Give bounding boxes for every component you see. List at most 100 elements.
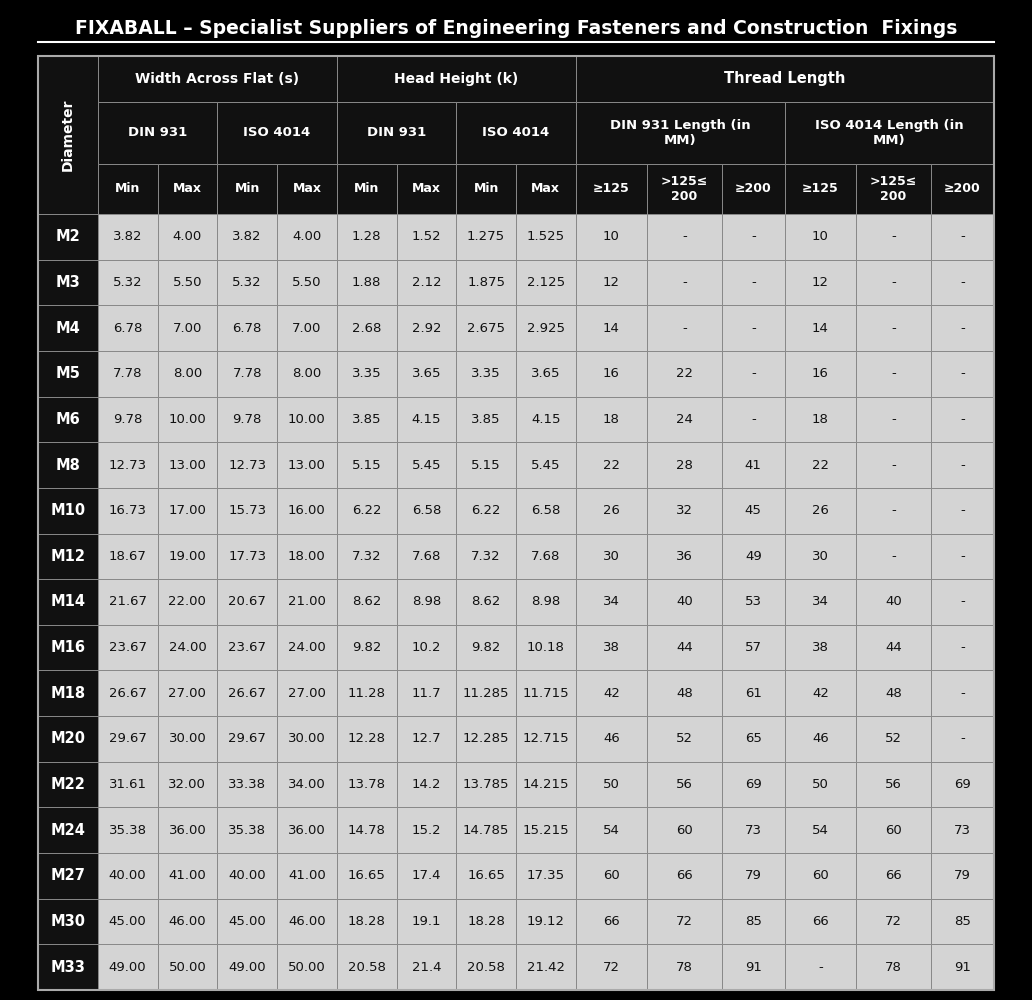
Bar (931, 214, 994, 260)
Text: 24: 24 (676, 413, 692, 426)
Bar (456, 442, 516, 488)
Bar (857, 260, 931, 305)
Bar (647, 260, 721, 305)
Text: 3.35: 3.35 (352, 367, 382, 380)
Bar (396, 534, 456, 579)
Text: 72: 72 (603, 961, 620, 974)
Bar (218, 716, 277, 762)
Text: 40.00: 40.00 (108, 869, 147, 882)
Text: 60: 60 (603, 869, 620, 882)
Text: Max: Max (531, 182, 560, 196)
Text: 10.2: 10.2 (412, 641, 441, 654)
Text: 18.28: 18.28 (467, 915, 505, 928)
Bar (98, 579, 158, 625)
Text: 8.00: 8.00 (172, 367, 202, 380)
Text: 40.00: 40.00 (228, 869, 266, 882)
Text: 12.28: 12.28 (348, 732, 386, 745)
Text: M33: M33 (51, 960, 86, 975)
Bar (336, 534, 396, 579)
Bar (158, 899, 218, 944)
Bar (336, 397, 396, 442)
Text: DIN 931: DIN 931 (366, 126, 426, 139)
Text: 18: 18 (603, 413, 620, 426)
Bar (158, 944, 218, 990)
Text: 46: 46 (603, 732, 620, 745)
Bar (38, 807, 98, 853)
Bar (98, 853, 158, 899)
Text: 24.00: 24.00 (288, 641, 326, 654)
Text: -: - (891, 367, 896, 380)
Bar (931, 853, 994, 899)
Text: 12.73: 12.73 (228, 459, 266, 472)
Text: 54: 54 (812, 824, 829, 837)
Bar (38, 305, 98, 351)
Bar (218, 762, 277, 807)
Bar (158, 716, 218, 762)
Bar (396, 351, 456, 397)
Text: -: - (818, 961, 823, 974)
Text: 16.73: 16.73 (108, 504, 147, 517)
Bar (647, 442, 721, 488)
Bar (576, 534, 647, 579)
Bar (218, 579, 277, 625)
Text: 60: 60 (676, 824, 692, 837)
Bar (721, 762, 785, 807)
Text: -: - (891, 413, 896, 426)
Text: 52: 52 (885, 732, 902, 745)
Text: 40: 40 (885, 595, 902, 608)
Text: 17.73: 17.73 (228, 550, 266, 563)
Bar (396, 397, 456, 442)
Bar (931, 534, 994, 579)
Text: 5.50: 5.50 (172, 276, 202, 289)
Bar (576, 102, 785, 164)
Text: 16.65: 16.65 (467, 869, 505, 882)
Text: 36.00: 36.00 (168, 824, 206, 837)
Text: 2.68: 2.68 (352, 322, 381, 335)
Text: 6.58: 6.58 (412, 504, 441, 517)
Text: 8.62: 8.62 (352, 595, 381, 608)
Text: 7.32: 7.32 (472, 550, 501, 563)
Bar (721, 351, 785, 397)
Text: -: - (891, 276, 896, 289)
Text: 10.00: 10.00 (168, 413, 206, 426)
Text: DIN 931 Length (in
MM): DIN 931 Length (in MM) (610, 119, 750, 147)
Bar (857, 625, 931, 670)
Text: 3.65: 3.65 (531, 367, 560, 380)
Bar (785, 670, 857, 716)
Bar (576, 625, 647, 670)
Bar (785, 397, 857, 442)
Text: 6.58: 6.58 (531, 504, 560, 517)
Bar (857, 762, 931, 807)
Text: 3.85: 3.85 (472, 413, 501, 426)
Bar (721, 670, 785, 716)
Bar (98, 716, 158, 762)
Text: 18.67: 18.67 (108, 550, 147, 563)
Bar (218, 670, 277, 716)
Bar (98, 625, 158, 670)
Bar (98, 305, 158, 351)
Bar (396, 260, 456, 305)
Text: M2: M2 (56, 229, 80, 244)
Bar (857, 534, 931, 579)
Text: -: - (682, 276, 686, 289)
Text: 12.7: 12.7 (412, 732, 442, 745)
Text: -: - (891, 550, 896, 563)
Text: 91: 91 (745, 961, 762, 974)
Text: 72: 72 (885, 915, 902, 928)
Bar (158, 762, 218, 807)
Text: 41.00: 41.00 (288, 869, 326, 882)
Text: 32.00: 32.00 (168, 778, 206, 791)
Text: 66: 66 (603, 915, 620, 928)
Text: 27.00: 27.00 (288, 687, 326, 700)
Bar (516, 579, 576, 625)
Text: ≥125: ≥125 (802, 182, 839, 196)
Bar (576, 260, 647, 305)
Bar (721, 305, 785, 351)
Text: M27: M27 (51, 868, 86, 883)
Bar (785, 488, 857, 534)
Bar (218, 102, 336, 164)
Text: 13.00: 13.00 (168, 459, 206, 472)
Text: M12: M12 (51, 549, 86, 564)
Bar (647, 944, 721, 990)
Text: M10: M10 (51, 503, 86, 518)
